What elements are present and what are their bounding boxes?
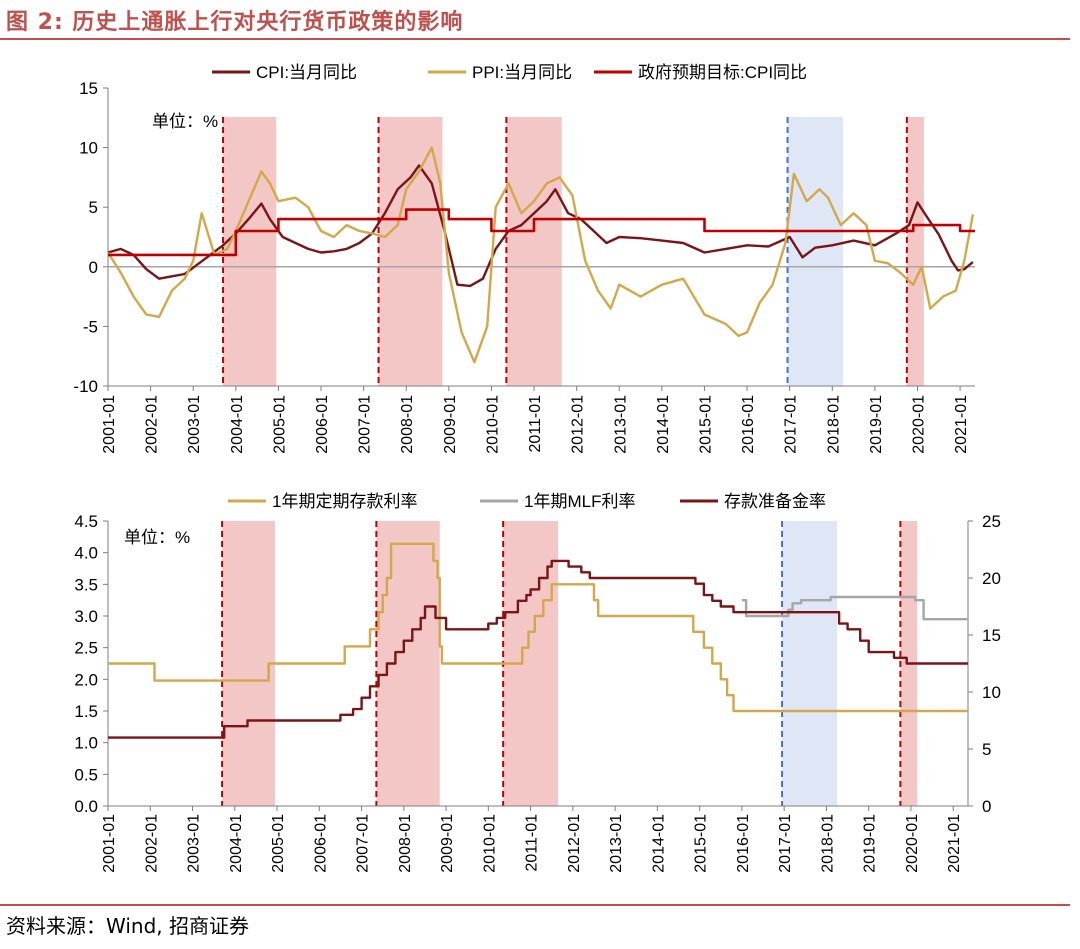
- x-tick-label: 2008-01: [399, 395, 416, 454]
- y-tick-label: 1.5: [74, 702, 98, 721]
- x-tick-label: 2010-01: [481, 814, 498, 873]
- x-tick-label: 2011-01: [524, 814, 541, 872]
- shaded-period-2: [378, 117, 443, 386]
- x-tick-label: 2010-01: [484, 395, 501, 454]
- x-tick-label: 2019-01: [868, 395, 885, 454]
- x-tick-label: 2013-01: [608, 814, 625, 873]
- x-tick-label: 2015-01: [697, 395, 714, 454]
- title-rule: [0, 38, 1070, 40]
- y-tick-label: 2.5: [74, 639, 98, 658]
- y2-tick-label: 5: [982, 740, 991, 759]
- x-tick-label: 2016-01: [740, 395, 757, 454]
- legend-label-2: 1年期MLF利率: [524, 492, 635, 511]
- series-line-2: [741, 595, 968, 621]
- x-tick-label: 2017-01: [777, 814, 794, 873]
- y-tick-label: -10: [73, 377, 98, 396]
- x-tick-label: 2020-01: [910, 395, 927, 454]
- unit-note: 单位：%: [124, 528, 190, 547]
- x-tick-label: 2021-01: [946, 814, 963, 873]
- x-tick-label: 2012-01: [570, 395, 587, 454]
- y-tick-label: 3.5: [74, 575, 98, 594]
- series-line-1: [108, 542, 968, 713]
- x-tick-label: 2002-01: [144, 395, 161, 454]
- x-tick-label: 2016-01: [735, 814, 752, 873]
- legend-label-2: PPI:当月同比: [472, 63, 572, 82]
- series-line-2: [106, 146, 975, 364]
- y-tick-label: 0: [89, 258, 98, 277]
- x-tick-label: 2011-01: [527, 395, 544, 453]
- shaded-period-3: [506, 117, 562, 386]
- x-tick-label: 2001-01: [101, 395, 118, 454]
- y2-tick-label: 10: [982, 683, 1001, 702]
- x-tick-label: 2008-01: [397, 814, 414, 873]
- y2-tick-label: 0: [982, 797, 991, 816]
- x-tick-label: 2013-01: [612, 395, 629, 454]
- y2-tick-label: 25: [982, 512, 1001, 531]
- y-tick-label: 4.0: [74, 544, 98, 563]
- x-tick-label: 2001-01: [101, 814, 118, 873]
- x-tick-label: 2007-01: [355, 814, 372, 873]
- x-tick-label: 2002-01: [143, 814, 160, 873]
- x-tick-label: 2021-01: [953, 395, 970, 454]
- legend-label-1: 1年期定期存款利率: [272, 492, 417, 511]
- y-tick-label: 10: [79, 139, 98, 158]
- x-tick-label: 2014-01: [655, 395, 672, 454]
- series-line-3: [108, 559, 968, 739]
- series-line-3: [108, 208, 975, 257]
- y-tick-label: -5: [83, 317, 98, 336]
- x-tick-label: 2003-01: [186, 395, 203, 454]
- x-tick-label: 2015-01: [693, 814, 710, 873]
- y2-tick-label: 20: [982, 569, 1001, 588]
- x-tick-label: 2012-01: [566, 814, 583, 873]
- y-tick-label: 1.0: [74, 734, 98, 753]
- shaded-period-4: [787, 117, 843, 386]
- shaded-period-5: [906, 117, 924, 386]
- legend-label-3: 政府预期目标:CPI同比: [638, 63, 807, 82]
- x-tick-label: 2014-01: [650, 814, 667, 873]
- x-tick-label: 2004-01: [228, 814, 245, 873]
- shaded-period-4: [782, 521, 837, 806]
- bottom-chart: 4.5 4.0 3.5 3.0 2.5 2.0 1.5 1.0 0.5 0.0 25 20 15 10 5 0…: [74, 492, 1001, 873]
- y-tick-label: 0.5: [74, 765, 98, 784]
- y2-tick-label: 15: [982, 626, 1001, 645]
- x-tick-label: 2005-01: [271, 395, 288, 454]
- unit-note: 单位：%: [152, 112, 218, 131]
- x-tick-label: 2006-01: [312, 814, 329, 873]
- x-tick-label: 2009-01: [442, 395, 459, 454]
- x-tick-label: 2004-01: [229, 395, 246, 454]
- legend-label-3: 存款准备金率: [724, 492, 826, 511]
- legend-label-1: CPI:当月同比: [256, 63, 357, 82]
- x-tick-label: 2019-01: [862, 814, 879, 873]
- x-tick-label: 2020-01: [904, 814, 921, 873]
- bottom-rule: [0, 904, 1070, 906]
- shaded-period-1: [223, 117, 277, 386]
- x-tick-label: 2018-01: [819, 814, 836, 873]
- y-tick-label: 2.0: [74, 670, 98, 689]
- x-tick-label: 2007-01: [357, 395, 374, 454]
- x-tick-label: 2018-01: [825, 395, 842, 454]
- y-tick-label: 5: [89, 198, 98, 217]
- x-tick-label: 2017-01: [783, 395, 800, 454]
- x-tick-label: 2006-01: [314, 395, 331, 454]
- source-note: 资料来源：Wind, 招商证券: [6, 914, 249, 938]
- series-line-1: [107, 164, 974, 288]
- y-tick-label: 0.0: [74, 797, 98, 816]
- x-tick-label: 2005-01: [270, 814, 287, 873]
- y-tick-label: 15: [79, 79, 98, 98]
- x-tick-label: 2003-01: [186, 814, 203, 873]
- figure-title: 图 2: 历史上通胀上行对央行货币政策的影响: [6, 10, 464, 35]
- x-tick-label: 2009-01: [439, 814, 456, 873]
- y-tick-label: 4.5: [74, 512, 98, 531]
- shaded-period-1: [222, 521, 275, 806]
- y-tick-label: 3.0: [74, 607, 98, 626]
